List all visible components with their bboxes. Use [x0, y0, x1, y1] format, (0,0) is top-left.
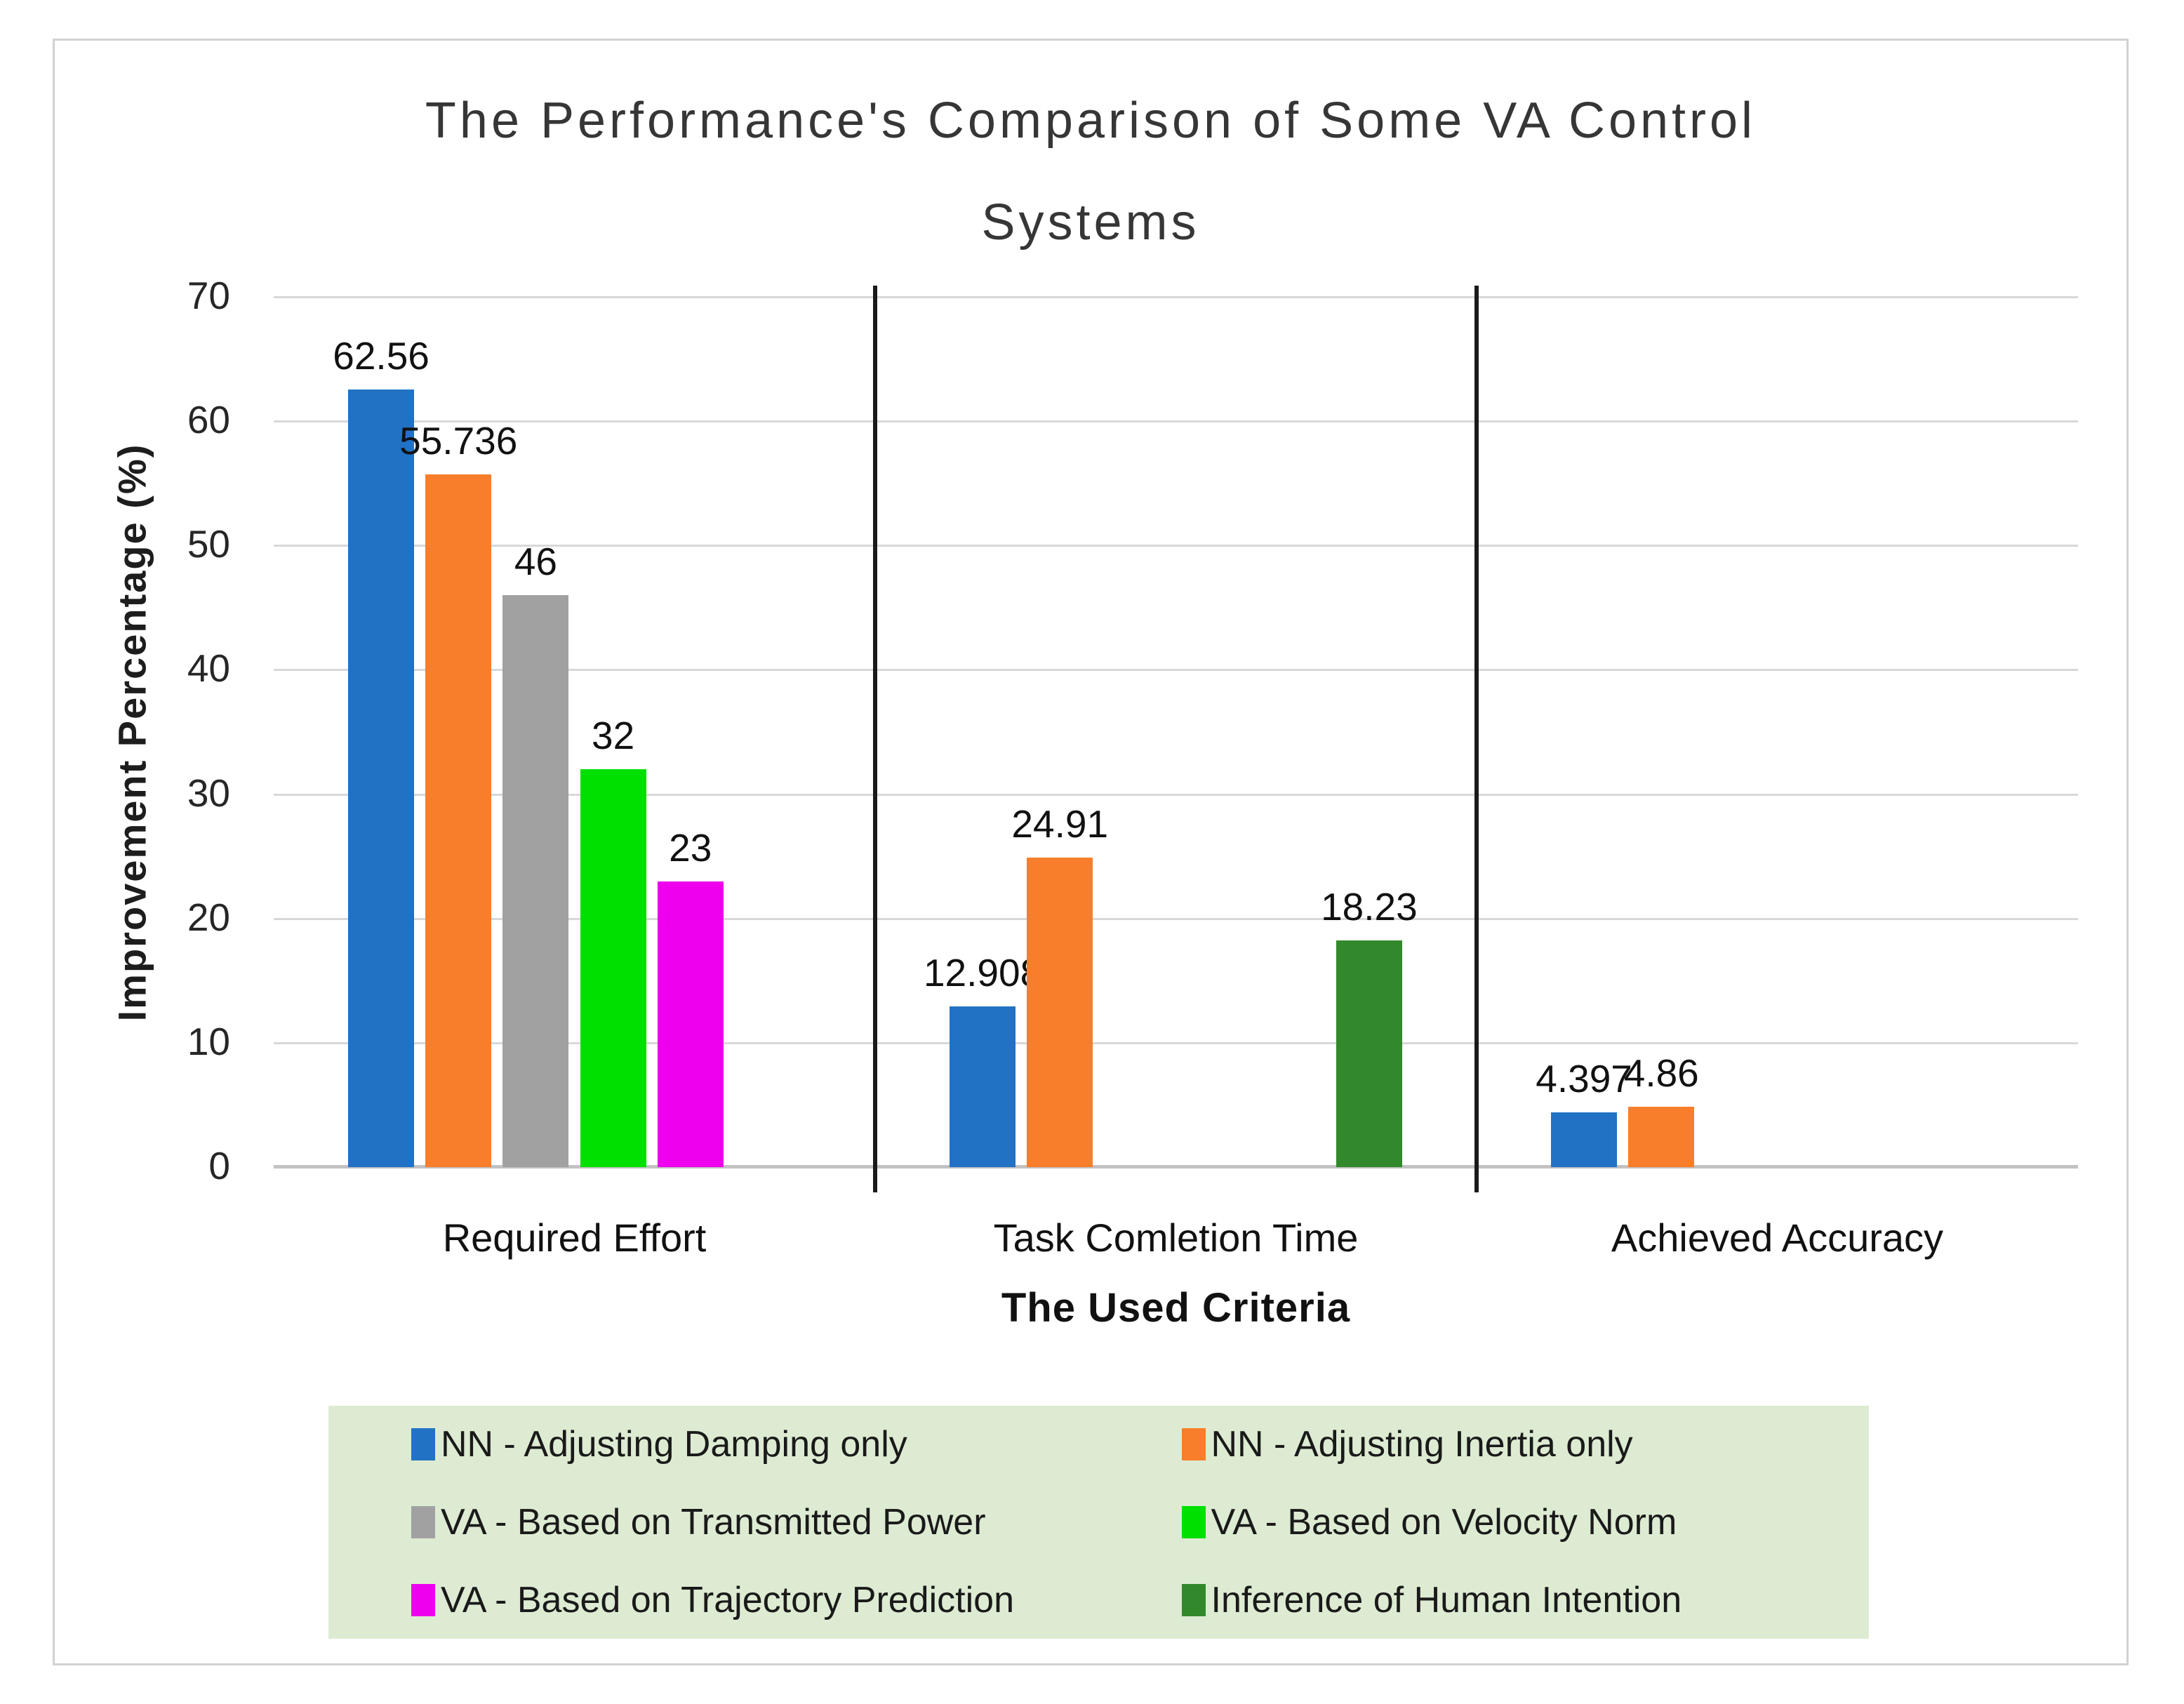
bar-value-label: 24.91 [1011, 801, 1109, 846]
legend-item: VA - Based on Velocity Norm [1099, 1501, 1870, 1543]
gridline [274, 545, 2078, 547]
category-label: Task Comletion Time [993, 1216, 1359, 1260]
legend-item: VA - Based on Transmitted Power [328, 1501, 1099, 1543]
bar-required-effort-s1 [348, 389, 415, 1167]
y-tick-label: 50 [187, 522, 230, 566]
y-tick-label: 0 [208, 1144, 230, 1187]
bar-achieved-accuracy-s1 [1551, 1112, 1618, 1167]
plot-area: 0 10 20 30 40 50 60 70 62.56 55.736 46 32 23 Required… [187, 274, 2078, 1260]
chart-title-line-1: The Performance's Comparison of Some VA … [425, 93, 1757, 149]
legend-item: NN - Adjusting Inertia only [1099, 1423, 1870, 1465]
bar-value-label: 12.908 [923, 951, 1042, 995]
bar-required-effort-s5 [657, 881, 724, 1167]
gridline [274, 793, 2078, 796]
bar-value-label: 32 [591, 714, 635, 758]
bar-required-effort-s3 [502, 595, 569, 1167]
x-axis-title: The Used Criteria [1001, 1285, 1351, 1331]
legend-item-label: VA - Based on Velocity Norm [1211, 1501, 1677, 1543]
y-tick-label: 10 [187, 1019, 230, 1063]
bar-value-label: 4.397 [1536, 1057, 1632, 1101]
category-separator-line [873, 286, 877, 1192]
legend-item-label: Inference of Human Intention [1211, 1579, 1682, 1620]
legend-item-label: NN - Adjusting Damping only [441, 1424, 907, 1465]
legend-color-swatch [1181, 1583, 1206, 1616]
bar-value-label: 18.23 [1321, 885, 1418, 929]
y-tick-label: 30 [187, 771, 230, 815]
legend-item: VA - Based on Trajectory Prediction [328, 1579, 1099, 1621]
bar-value-label: 46 [514, 540, 557, 584]
legend-color-swatch [1181, 1428, 1206, 1461]
bar-required-effort-s2 [425, 474, 492, 1167]
y-tick-label: 70 [187, 274, 230, 317]
y-tick-label: 20 [187, 895, 230, 939]
y-tick-label: 40 [187, 646, 230, 691]
bar-value-label: 23 [669, 825, 712, 870]
category-separator-line [1474, 286, 1479, 1192]
bar-required-effort-s4 [580, 769, 646, 1167]
legend-item-label: VA - Based on Transmitted Power [441, 1501, 986, 1543]
bar-achieved-accuracy-s2 [1628, 1106, 1695, 1167]
legend-item-label: VA - Based on Trajectory Prediction [441, 1579, 1014, 1620]
bar-task-comletion-time-s6 [1336, 940, 1402, 1167]
category-label: Achieved Accuracy [1611, 1216, 1944, 1260]
legend-color-swatch [411, 1505, 435, 1538]
x-axis-baseline [274, 1165, 2078, 1169]
bar-task-comletion-time-s1 [950, 1006, 1016, 1167]
chart-title: The Performance's Comparison of Some VA … [55, 70, 2126, 274]
gridline [274, 669, 2078, 672]
chart-title-line-2: Systems [981, 194, 1200, 251]
legend-item: NN - Adjusting Damping only [328, 1423, 1099, 1465]
gridline [274, 1041, 2078, 1044]
legend-color-swatch [411, 1428, 435, 1461]
legend-item: Inference of Human Intention [1099, 1579, 1870, 1621]
legend: NN - Adjusting Damping only NN - Adjustin… [328, 1406, 1869, 1639]
legend-item-label: NN - Adjusting Inertia only [1211, 1424, 1633, 1465]
legend-color-swatch [1181, 1505, 1206, 1538]
bar-value-label: 62.56 [333, 333, 430, 378]
bar-value-label: 4.86 [1623, 1051, 1699, 1095]
gridline [274, 420, 2078, 423]
gridline [274, 917, 2078, 920]
chart-frame: The Performance's Comparison of Some VA … [53, 39, 2129, 1665]
bar-task-comletion-time-s2 [1027, 857, 1093, 1167]
gridline [274, 296, 2078, 298]
y-tick-label: 60 [187, 398, 230, 442]
legend-color-swatch [411, 1583, 435, 1616]
category-label: Required Effort [442, 1216, 707, 1260]
bar-value-label: 55.736 [399, 418, 518, 462]
